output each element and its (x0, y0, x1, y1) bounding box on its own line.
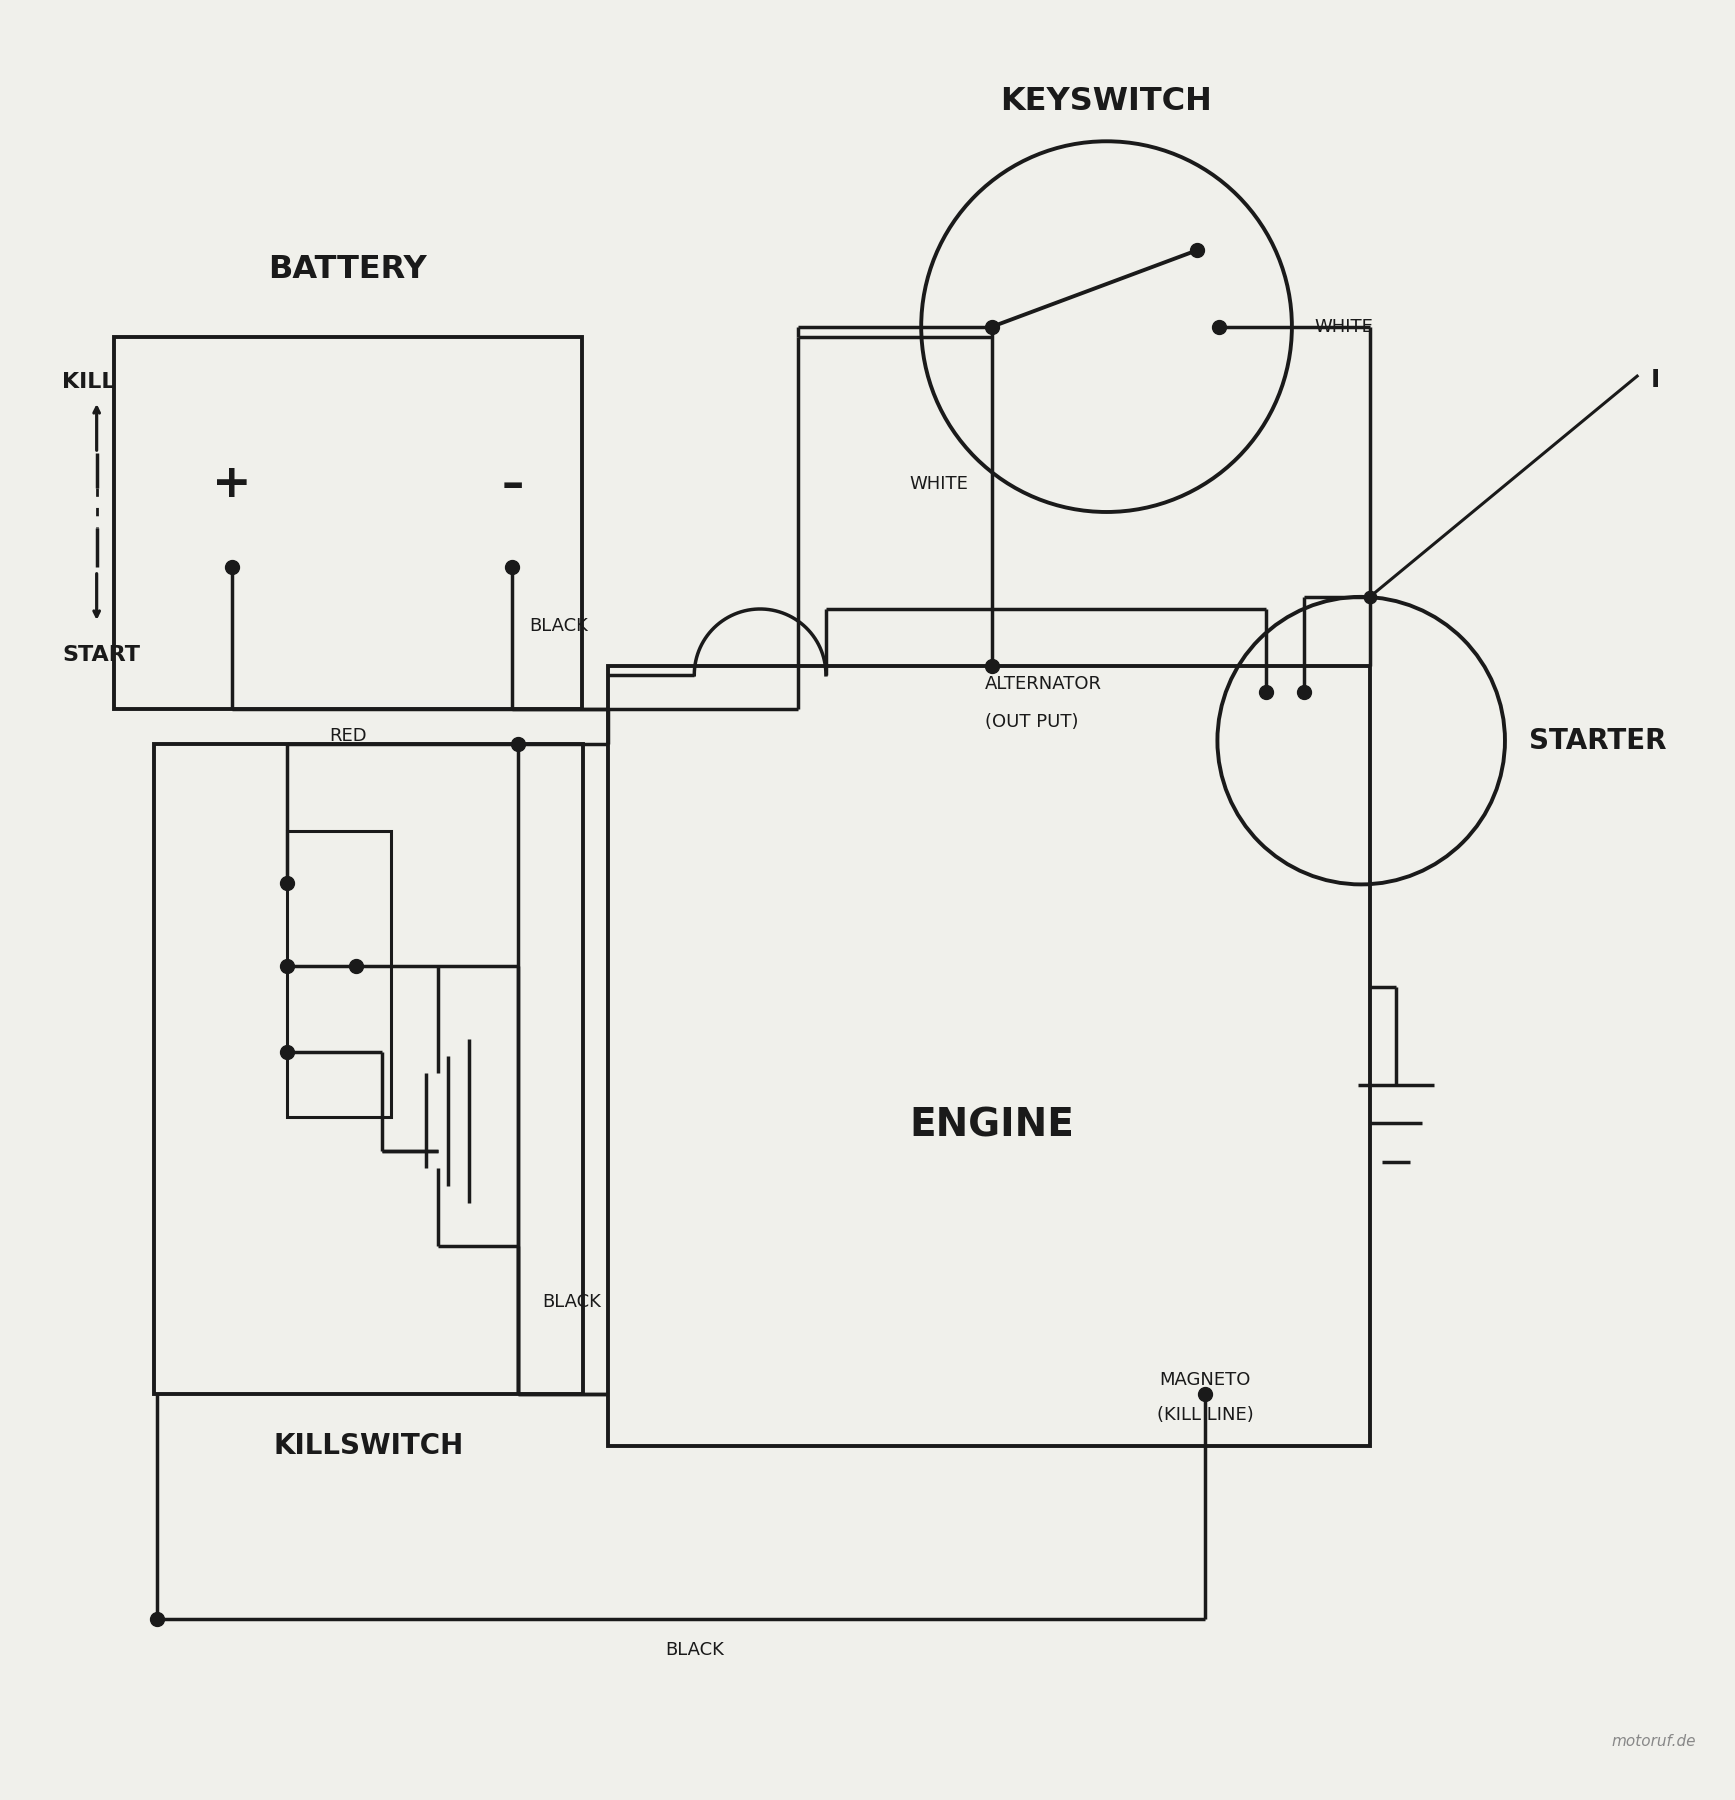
Text: motoruf.de: motoruf.de (1612, 1733, 1695, 1750)
Point (1206, 311, 1234, 340)
Point (274, 952, 302, 981)
Bar (115, 337, 581, 709)
Text: KEYSWITCH: KEYSWITCH (1001, 86, 1213, 117)
Text: +: + (212, 463, 252, 508)
Point (274, 1039, 302, 1067)
Text: ALTERNATOR: ALTERNATOR (985, 675, 1102, 693)
Text: START: START (62, 646, 141, 666)
Point (1183, 236, 1211, 265)
Text: WHITE: WHITE (1315, 317, 1374, 335)
Point (503, 729, 531, 758)
Point (498, 553, 526, 581)
Text: KILLSWITCH: KILLSWITCH (274, 1431, 463, 1460)
Text: ENGINE: ENGINE (909, 1107, 1074, 1145)
Text: (OUT PUT): (OUT PUT) (985, 713, 1079, 731)
Point (144, 1604, 172, 1633)
Text: RED: RED (330, 727, 366, 745)
Point (979, 652, 1006, 680)
Text: BLACK: BLACK (665, 1642, 723, 1660)
Text: KILL: KILL (62, 373, 116, 392)
Text: BLACK: BLACK (529, 617, 588, 635)
Bar (607, 666, 1371, 1445)
Point (1357, 583, 1385, 612)
Point (1291, 679, 1319, 707)
Text: –: – (501, 463, 524, 506)
Point (274, 868, 302, 896)
Bar (288, 832, 390, 1116)
Text: BLACK: BLACK (541, 1292, 600, 1310)
Point (219, 553, 246, 581)
Text: STARTER: STARTER (1529, 727, 1667, 754)
Text: I: I (1650, 369, 1660, 392)
Text: WHITE: WHITE (909, 475, 968, 493)
Point (342, 952, 370, 981)
Text: MAGNETO: MAGNETO (1159, 1372, 1251, 1390)
Text: (KILL LINE): (KILL LINE) (1157, 1406, 1254, 1424)
Point (1253, 679, 1280, 707)
Bar (154, 743, 583, 1393)
Point (979, 311, 1006, 340)
Text: BATTERY: BATTERY (269, 254, 427, 284)
Point (1192, 1379, 1220, 1408)
